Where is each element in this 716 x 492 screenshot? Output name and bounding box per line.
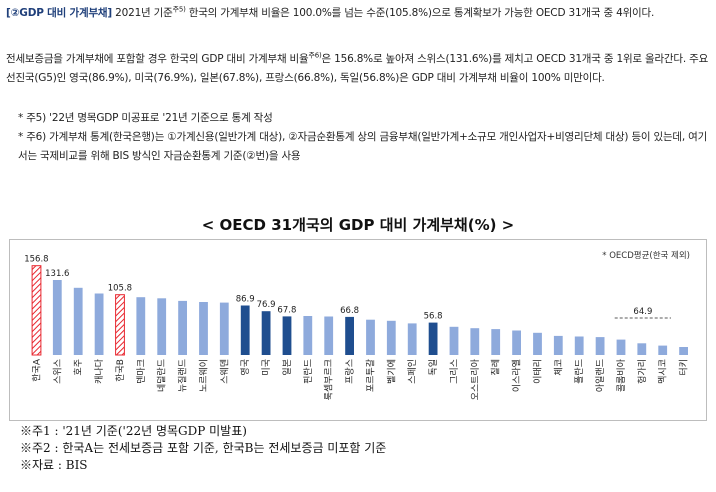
bar-독일 xyxy=(428,322,438,355)
data-label: 76.9 xyxy=(257,300,276,310)
bar-네덜란드 xyxy=(157,298,167,355)
bar-룩셈부르크 xyxy=(324,316,334,355)
category-label: 이태리 xyxy=(532,359,543,384)
chart-footnotes: ※주1 : '21년 기준('22년 명목GDP 미발표) ※주2 : 한국A는… xyxy=(20,423,386,474)
footnote-ref: 주6) xyxy=(308,51,322,60)
chart-title: < OECD 31개국의 GDP 대비 가계부채(%) > xyxy=(201,216,515,234)
category-label: 벨기에 xyxy=(386,359,397,384)
bar-호주 xyxy=(73,287,83,355)
bar-칠레 xyxy=(491,329,501,355)
category-label: 호주 xyxy=(73,359,84,376)
paragraph-text: 2021년 기준 xyxy=(112,7,173,19)
bar-일본 xyxy=(282,316,292,355)
bar-체코 xyxy=(553,335,563,355)
category-label: 터키 xyxy=(679,359,690,376)
bar-포르투갈 xyxy=(366,319,375,355)
category-label: 폴란드 xyxy=(573,359,585,384)
bar-핀란드 xyxy=(303,316,313,355)
paragraph-household-debt: [②GDP 대비 가계부채] 2021년 기준주5) 한국의 가계부채 비율은 … xyxy=(6,4,710,23)
category-label: 체코 xyxy=(553,359,564,376)
category-label: 캐나다 xyxy=(94,358,105,384)
bar-스위스 xyxy=(52,280,62,355)
category-label: 멕시코 xyxy=(658,359,669,384)
bar-한국B xyxy=(115,294,125,356)
bar-그리스 xyxy=(449,326,459,355)
chart-source: ※자료 : BIS xyxy=(20,458,88,472)
paragraph-jeonse: 전세보증금을 가계부채에 포함할 경우 한국의 GDP 대비 가계부채 비율주6… xyxy=(6,50,710,88)
data-label: 86.9 xyxy=(236,295,255,305)
bar-캐나다 xyxy=(94,293,104,355)
category-label: 노르웨이 xyxy=(197,359,209,392)
chart-note-2: ※주2 : 한국A는 전세보증금 포함 기준, 한국B는 전세보증금 미포함 기… xyxy=(20,441,387,455)
bar-미국 xyxy=(261,311,271,355)
category-label: 콜롬비아 xyxy=(616,358,627,392)
data-label: 156.8 xyxy=(24,255,48,265)
bar-chart: 156.8 131.6 105.8 86.976.967.8 66.8 56.8 한국A 스… xyxy=(24,250,690,400)
category-label: 독일 xyxy=(428,359,439,376)
bar-콜롬비아 xyxy=(616,339,626,355)
category-label: 핀란드 xyxy=(302,359,314,384)
bar-헝가리 xyxy=(637,343,647,355)
bar-이태리 xyxy=(533,332,542,355)
category-label: 한국A xyxy=(31,358,42,382)
data-label: 67.8 xyxy=(277,305,296,315)
bar-스페인 xyxy=(407,323,417,355)
category-label: 칠레 xyxy=(491,359,502,376)
data-label: 105.8 xyxy=(108,284,132,294)
bar-벨기에 xyxy=(386,320,396,355)
footnote-5: * 주5) '22년 명목GDP 미공표로 '21년 기준으로 통계 작성 xyxy=(18,112,273,124)
category-label: 스페인 xyxy=(407,359,418,384)
category-label: 영국 xyxy=(240,359,251,376)
footnote-6: * 주6) 가계부채 통계(한국은행)는 ①가계신용(일반가계 대상), ②자금… xyxy=(18,131,708,162)
category-label: 헝가리 xyxy=(637,359,648,384)
category-label: 일본 xyxy=(282,359,293,376)
oecd-average-value: 64.9 xyxy=(633,307,652,317)
bar-한국A xyxy=(31,265,42,356)
chart-container: 156.8 131.6 105.8 86.9 76.9 67.8 66.8 56.8 한국A 스… xyxy=(9,239,707,421)
category-label: 이스라엘 xyxy=(512,359,523,392)
footnote-ref: 주5) xyxy=(172,5,186,14)
bar-오스트리아 xyxy=(470,328,480,355)
bar-폴란드 xyxy=(574,336,584,355)
bar-노르웨이 xyxy=(199,302,208,355)
chart-note-1: ※주1 : '21년 기준('22년 명목GDP 미발표) xyxy=(20,424,247,438)
section-heading: [②GDP 대비 가계부채] xyxy=(6,7,112,19)
category-label: 덴마크 xyxy=(136,359,147,384)
bar-덴마크 xyxy=(136,297,146,355)
footnotes: * 주5) '22년 명목GDP 미공표로 '21년 기준으로 통계 작성 * … xyxy=(6,109,710,166)
legend-oecd-average: * OECD평균(한국 제외) xyxy=(602,250,690,261)
category-label: 스웨덴 xyxy=(218,359,230,384)
bar-멕시코 xyxy=(658,345,668,355)
category-label: 포르투갈 xyxy=(365,359,376,392)
category-label: 네덜란드 xyxy=(156,359,168,392)
bar-프랑스 xyxy=(345,316,354,355)
data-label: 56.8 xyxy=(424,312,443,322)
paragraph-text: 은 156.8%로 높아져 스위스(131.6%)를 제치고 OECD 31개국… xyxy=(6,53,709,84)
bar-뉴질랜드 xyxy=(178,300,187,355)
paragraph-text: 전세보증금을 가계부채에 포함할 경우 한국의 GDP 대비 가계부채 비율 xyxy=(6,53,309,65)
bar-스웨덴 xyxy=(219,302,229,355)
category-label: 그리스 xyxy=(449,359,460,384)
bar-영국 xyxy=(240,305,250,355)
category-label: 룩셈부르크 xyxy=(324,359,335,400)
bar-터키 xyxy=(679,347,688,355)
category-label: 한국B xyxy=(115,359,126,382)
category-label: 오스트리아 xyxy=(470,358,481,400)
data-label: 131.6 xyxy=(45,269,69,279)
category-label: 미국 xyxy=(261,359,272,376)
data-label: 66.8 xyxy=(340,306,359,316)
category-label: 뉴질랜드 xyxy=(177,359,189,392)
bar-이스라엘 xyxy=(512,330,521,355)
paragraph-text: 한국의 가계부채 비율은 100.0%를 넘는 수준(105.8%)으로 통계확… xyxy=(185,7,655,19)
category-label: 스위스 xyxy=(52,359,63,384)
category-label: 아일랜드 xyxy=(595,359,606,392)
bar-아일랜드 xyxy=(595,337,605,355)
category-label: 프랑스 xyxy=(344,359,356,384)
